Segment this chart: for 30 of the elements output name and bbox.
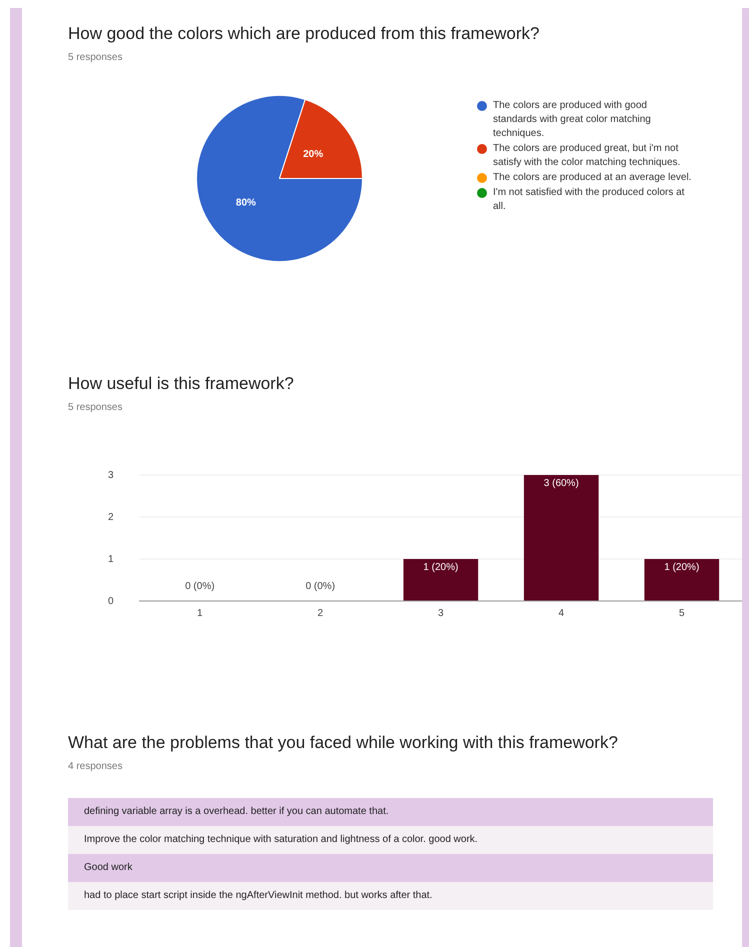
data-label: 3 (60%)	[544, 478, 579, 489]
text: Improve the color matching technique with saturation and lightness of a color. good work.	[68, 826, 713, 854]
legend-label: I'm not satisfied with the produced colors at all.	[493, 186, 686, 214]
x-tick-label: 3	[438, 608, 444, 619]
data-label: 0 (0%)	[185, 580, 215, 592]
y-tick-label: 2	[108, 512, 114, 523]
data-label: 1 (20%)	[423, 562, 458, 573]
x-tick-label: 1	[197, 608, 204, 619]
text: had to place start script inside the ngAfterViewInit method. but works after that.	[68, 882, 713, 910]
chart-title: How good the colors which are produced from this framework?	[68, 24, 540, 44]
data-label: 80%	[236, 198, 256, 209]
data-label: 1 (20%)	[664, 562, 700, 573]
text: 4 responses	[68, 761, 124, 772]
chart-subtitle: 5 responses	[68, 402, 124, 413]
text: What are the problems that you faced while working with this framework?	[68, 733, 619, 753]
y-tick-label: 0	[108, 596, 114, 607]
text: defining variable array is a overhead. better if you can automate that.	[68, 798, 713, 826]
legend-label: The colors are produced great, but i'm not satisfy with the color matching techniques.	[493, 142, 682, 170]
x-tick-label: 5	[678, 608, 685, 619]
text: 5 responses	[68, 52, 124, 63]
y-tick-label: 1	[108, 554, 114, 565]
y-tick-label: 3	[108, 470, 114, 481]
x-tick-label: 2	[318, 608, 324, 619]
chart-title: How useful is this framework?	[68, 374, 295, 394]
x-tick-label: 4	[558, 608, 564, 619]
legend-label: The colors are produced at an average level.	[493, 171, 692, 185]
data-label: 20%	[303, 148, 324, 160]
text: Good work	[68, 854, 713, 882]
data-label: 0 (0%)	[306, 580, 336, 592]
legend-label: The colors are produced with good standards with great color matching techniques.	[493, 99, 652, 141]
